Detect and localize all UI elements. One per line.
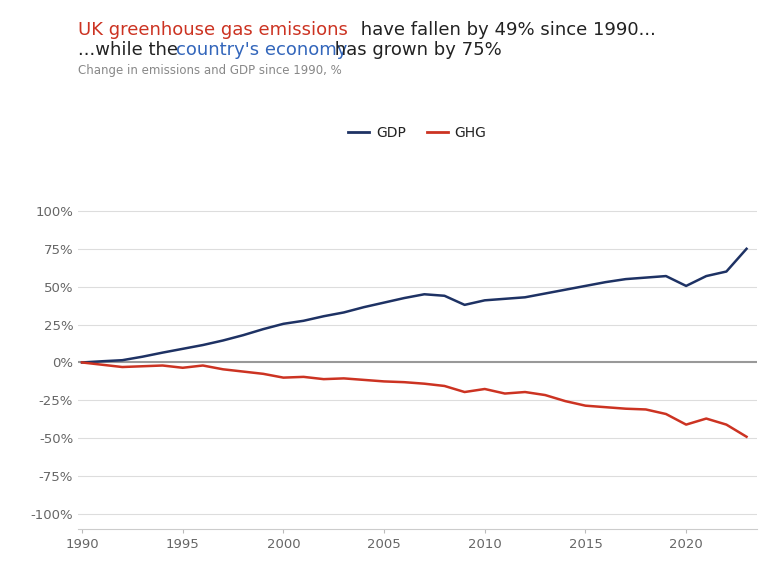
Text: have fallen by 49% since 1990...: have fallen by 49% since 1990...	[355, 21, 656, 39]
Text: has grown by 75%: has grown by 75%	[329, 41, 502, 59]
Text: Change in emissions and GDP since 1990, %: Change in emissions and GDP since 1990, …	[78, 64, 342, 76]
Text: country's economy: country's economy	[176, 41, 347, 59]
Text: ...while the: ...while the	[78, 41, 184, 59]
Text: UK greenhouse gas emissions: UK greenhouse gas emissions	[78, 21, 348, 39]
Legend: GDP, GHG: GDP, GHG	[342, 120, 492, 145]
